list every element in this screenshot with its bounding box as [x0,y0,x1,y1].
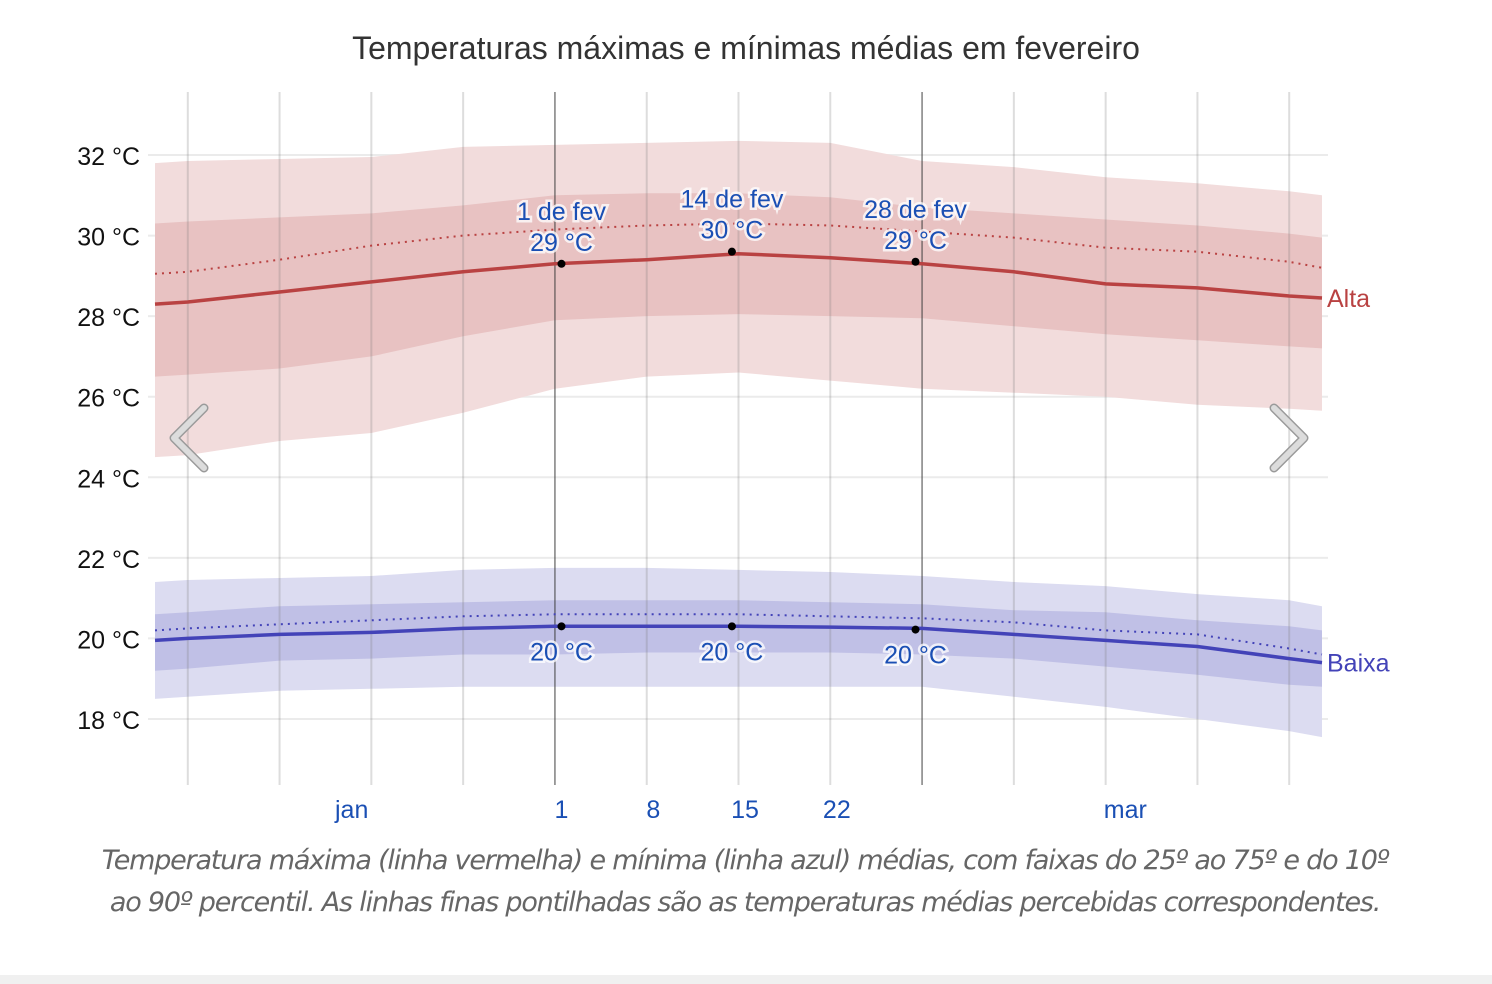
series-lines: Alta Baixa [154,222,1390,678]
axis-labels: 18 °C 20 °C 22 °C 24 °C 26 °C 28 °C 30 °C 32 °C… [77,143,1147,824]
x-tick-label: 1 [555,796,569,824]
baixa-legend-label: Baixa [1327,650,1390,678]
baixa-mean-line [154,624,1323,665]
annotation-value: 30 °C [701,217,764,245]
annotation-value: 20 °C [884,642,947,670]
y-tick-label: 26 °C [77,385,140,413]
alta-band-p25-p75 [155,193,1322,377]
x-tick-label: jan [334,796,368,824]
annotation-date: 14 de fev [681,186,784,214]
annotation-point [727,247,736,256]
y-tick-label: 24 °C [77,465,140,493]
y-tick-label: 18 °C [77,707,140,735]
annotation-point [911,625,920,634]
chevron-left-icon [169,403,209,473]
baixa-feels-like-line [154,613,1323,656]
alta-legend-label: Alta [1327,285,1370,313]
annotation-point [557,622,566,631]
alta-feels-like-line [154,222,1323,275]
next-button[interactable] [1258,398,1318,478]
alta-mean-line [154,251,1323,306]
annotation-value: 29 °C [530,229,593,257]
x-tick-label: 22 [823,796,851,824]
y-tick-label: 30 °C [77,224,140,252]
annotation-value: 20 °C [701,638,764,666]
annotation-point [911,257,920,266]
annotation-point [557,259,566,268]
percentile-bands [155,140,1322,738]
vertical-gridlines [186,92,1291,785]
prev-button[interactable] [160,398,220,478]
annotation-point [727,622,736,631]
y-tick-label: 22 °C [77,546,140,574]
chart-title: Temperaturas máximas e mínimas médias em… [352,30,1140,66]
annotation-date: 1 de fev [517,198,606,226]
y-tick-label: 20 °C [77,626,140,654]
annotation-date: 28 de fev [864,196,967,224]
baixa-band-p25-p75 [155,600,1322,687]
chevron-right-icon [1269,403,1309,473]
x-tick-label: 8 [646,796,660,824]
footer-bar [0,975,1492,984]
annotations: 1 de fev 29 °C 14 de fev 30 °C 28 de fev 29 °… [515,183,970,672]
y-tick-label: 28 °C [77,304,140,332]
y-tick-label: 32 °C [77,143,140,171]
x-tick-label: mar [1104,796,1147,824]
chart-caption: Temperatura máxima (linha vermelha) e mí… [101,845,1390,918]
x-tick-label: 15 [731,796,759,824]
annotation-value: 20 °C [530,638,593,666]
annotation-value: 29 °C [884,227,947,255]
